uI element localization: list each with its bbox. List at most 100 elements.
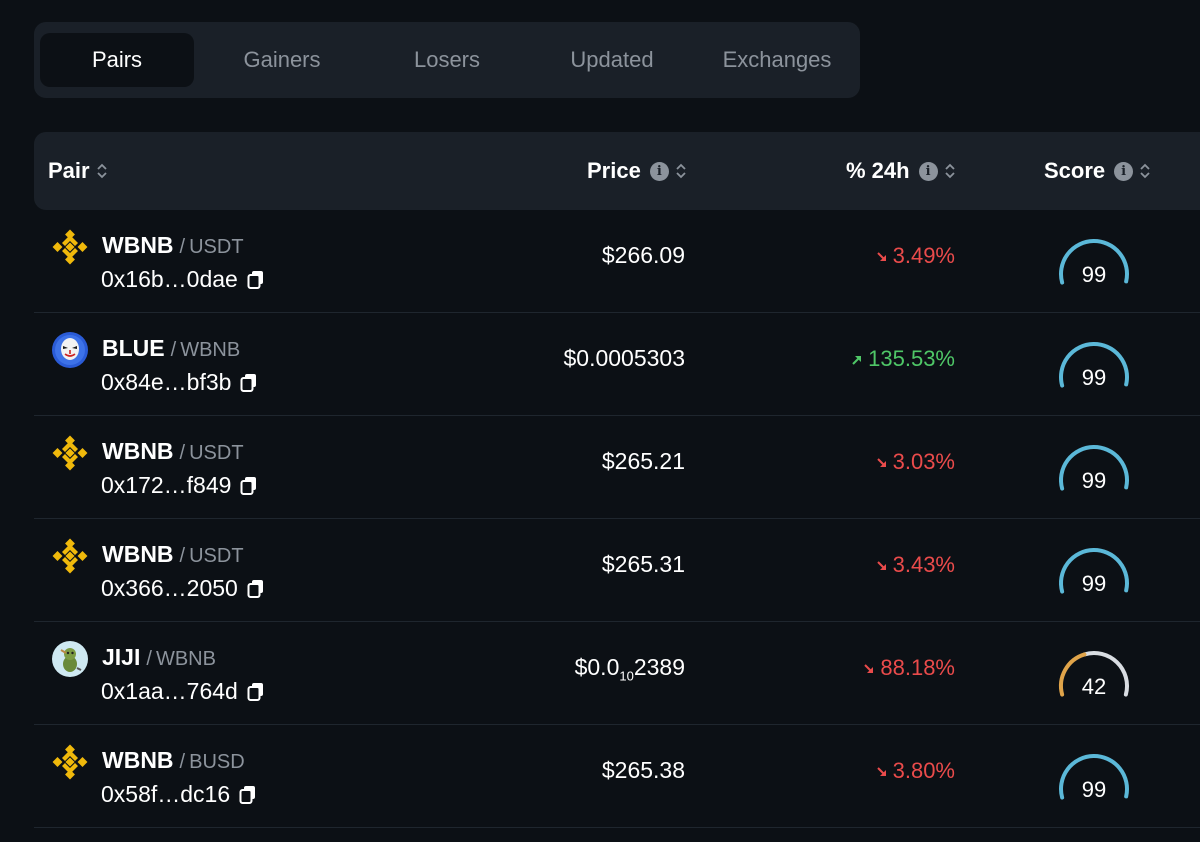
bnb-logo-icon — [51, 537, 89, 575]
sort-icon[interactable] — [944, 162, 956, 180]
pair-name[interactable]: WBNB / BUSD — [102, 747, 245, 777]
score-gauge: 99 — [1056, 545, 1132, 609]
copy-icon[interactable] — [247, 269, 265, 289]
score-gauge: 99 — [1056, 751, 1132, 815]
quote-token: USDT — [189, 442, 244, 464]
table-row[interactable]: WBNB / USDT 0x16b…0dae $266.09 3.49% 99 — [34, 210, 1200, 313]
sort-icon[interactable] — [1139, 162, 1151, 180]
change-cell: 3.43% — [876, 552, 955, 578]
bnb-logo-icon — [51, 743, 89, 781]
column-header-score-label: Score — [1044, 158, 1106, 183]
arrow-down-icon — [863, 655, 880, 681]
pair-name[interactable]: BLUE / WBNB — [102, 335, 240, 365]
pair-name[interactable]: JIJI / WBNB — [102, 644, 216, 674]
info-icon[interactable]: i — [1114, 161, 1134, 181]
pair-address: 0x172…f849 — [101, 470, 258, 500]
pair-address: 0x84e…bf3b — [101, 367, 258, 397]
column-header-change-label: % 24h — [846, 158, 910, 183]
pair-address: 0x16b…0dae — [101, 264, 265, 294]
pair-separator: / — [179, 751, 186, 773]
column-header-pair[interactable]: Pair — [48, 132, 108, 210]
arrow-down-icon — [876, 758, 893, 784]
score-value: 99 — [1081, 468, 1107, 493]
copy-icon[interactable] — [247, 578, 265, 598]
tab-exchanges[interactable]: Exchanges — [722, 47, 832, 72]
quote-token: BUSD — [189, 751, 245, 773]
arrow-down-icon — [876, 243, 893, 269]
quote-token: WBNB — [155, 648, 216, 670]
pair-separator: / — [170, 339, 177, 361]
price-value: $265.21 — [601, 448, 685, 474]
arrow-down-icon — [876, 552, 893, 578]
price-value: $265.31 — [601, 551, 685, 577]
change-value: 3.43% — [892, 552, 955, 577]
quote-token: USDT — [189, 236, 244, 258]
bnb-logo-icon — [51, 434, 89, 472]
score-value: 99 — [1081, 571, 1107, 596]
address-text: 0x172…f849 — [101, 471, 232, 498]
table-row[interactable]: WBNB / BUSD 0x58f…dc16 $265.38 3.80% 99 — [34, 725, 1200, 828]
pair-address: 0x1aa…764d — [101, 676, 265, 706]
tab-losers[interactable]: Losers — [413, 47, 481, 72]
score-value: 99 — [1081, 262, 1107, 287]
score-value: 99 — [1081, 777, 1107, 802]
price-cell: $265.21 — [602, 448, 685, 475]
copy-icon[interactable] — [239, 784, 257, 804]
table-row[interactable]: BLUE / WBNB 0x84e…bf3b $0.0005303 135.53% 99 — [34, 313, 1200, 416]
change-value: 3.03% — [892, 449, 955, 474]
quote-token: WBNB — [180, 339, 241, 361]
change-value: 3.49% — [892, 243, 955, 268]
column-header-price[interactable]: Price i — [587, 132, 687, 210]
address-text: 0x366…2050 — [101, 574, 238, 601]
column-header-score[interactable]: Score i — [1044, 132, 1151, 210]
pair-address: 0x366…2050 — [101, 573, 265, 603]
change-cell: 135.53% — [851, 346, 955, 372]
score-value: 42 — [1081, 674, 1107, 699]
jiji-token-logo-icon — [51, 640, 89, 678]
pair-name[interactable]: WBNB / USDT — [102, 438, 244, 468]
column-header-price-label: Price — [587, 158, 641, 183]
price-value: $0.0005303 — [563, 345, 685, 371]
pair-separator: / — [146, 648, 152, 670]
change-cell: 3.80% — [876, 758, 955, 784]
score-gauge: 42 — [1056, 648, 1132, 712]
table-row[interactable]: JIJI / WBNB 0x1aa…764d $0.0102389 88.18% 42 — [34, 622, 1200, 725]
tab-bar: Pairs Gainers Losers Updated Exchanges — [34, 22, 860, 98]
sort-icon[interactable] — [675, 162, 687, 180]
change-cell: 3.03% — [876, 449, 955, 475]
price-value: $266.09 — [601, 242, 685, 268]
table-header: Pair Price i % 24h i Score i — [34, 132, 1200, 210]
column-header-change[interactable]: % 24h i — [846, 132, 956, 210]
score-gauge: 99 — [1056, 236, 1132, 300]
address-text: 0x84e…bf3b — [101, 368, 232, 395]
base-token: WBNB — [102, 232, 174, 258]
info-icon[interactable]: i — [649, 161, 669, 181]
pair-separator: / — [179, 442, 186, 464]
score-gauge: 99 — [1056, 339, 1132, 403]
table-row[interactable]: WBNB / USDT 0x366…2050 $265.31 3.43% 99 — [34, 519, 1200, 622]
copy-icon[interactable] — [240, 475, 258, 495]
price-cell: $266.09 — [602, 242, 685, 269]
tab-updated[interactable]: Updated — [570, 47, 654, 72]
blue-token-logo-icon — [51, 331, 89, 369]
tab-gainers[interactable]: Gainers — [243, 47, 321, 72]
pair-name[interactable]: WBNB / USDT — [102, 541, 244, 571]
quote-token: USDT — [189, 545, 244, 567]
price-cell: $0.0005303 — [563, 345, 685, 372]
address-text: 0x16b…0dae — [101, 265, 238, 292]
change-cell: 3.49% — [876, 243, 955, 269]
tab-pairs[interactable]: Pairs — [40, 33, 194, 87]
pair-name[interactable]: WBNB / USDT — [102, 232, 244, 262]
change-value: 3.80% — [892, 758, 955, 783]
pair-separator: / — [179, 236, 186, 258]
sort-icon[interactable] — [96, 162, 108, 180]
table-row[interactable]: WBNB / USDT 0x172…f849 $265.21 3.03% 99 — [34, 416, 1200, 519]
column-header-pair-label: Pair — [48, 158, 90, 183]
arrow-down-icon — [876, 449, 893, 475]
copy-icon[interactable] — [247, 681, 265, 701]
bnb-logo-icon — [51, 228, 89, 266]
score-value: 99 — [1081, 365, 1107, 390]
copy-icon[interactable] — [240, 372, 258, 392]
info-icon[interactable]: i — [918, 161, 938, 181]
price-value: $265.38 — [601, 757, 685, 783]
